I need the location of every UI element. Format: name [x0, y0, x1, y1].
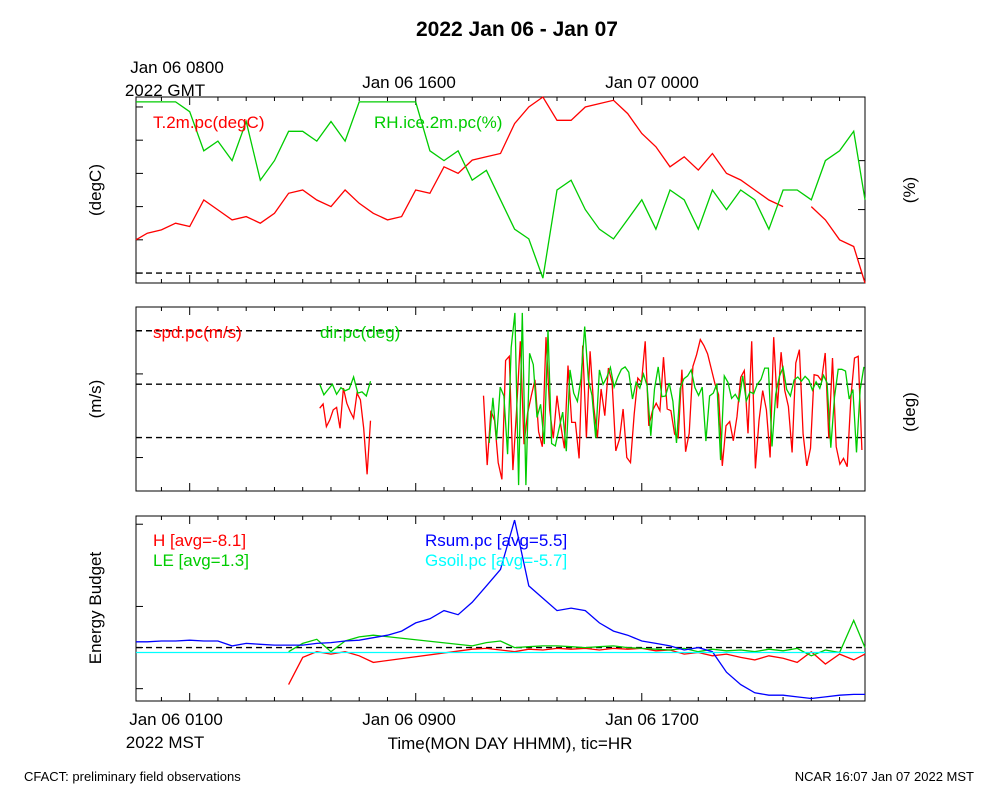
bottom-axis-label-1b: 2022 MST [126, 733, 204, 752]
panel2-legend-direction: dir.pc(deg) [320, 323, 400, 342]
panel3-ylabel: Energy Budget [86, 551, 105, 664]
bottom-axis-label-3: Jan 06 1700 [605, 710, 699, 729]
footer-right: NCAR 16:07 Jan 07 2022 MST [795, 769, 974, 784]
wind-panel: spd.pc(m/s) dir.pc(deg) (m/s) (deg) [86, 306, 919, 492]
panel1-ylabel: (degC) [86, 164, 105, 216]
top-axis-label-2: Jan 06 1600 [362, 73, 456, 92]
bottom-axis-label-1a: Jan 06 0100 [129, 710, 223, 729]
footer-left: CFACT: preliminary field observations [24, 769, 241, 784]
panel2-y2label: (deg) [900, 392, 919, 432]
series-line-t-2m-pc [135, 96, 866, 284]
panel2-ylabel: (m/s) [86, 380, 105, 419]
bottom-axis-label-2: Jan 06 0900 [362, 710, 456, 729]
chart-title: 2022 Jan 06 - Jan 07 [416, 18, 618, 41]
top-axis-label-1a: Jan 06 0800 [130, 58, 224, 77]
panel2-legend-speed: spd.pc(m/s) [153, 323, 242, 342]
series-line-h [288, 647, 866, 685]
energy-budget-panel: H [avg=-8.1] LE [avg=1.3] Rsum.pc [avg=5… [86, 515, 866, 702]
x-axis-title: Time(MON DAY HHMM), tic=HR [388, 734, 633, 753]
temperature-rh-panel: T.2m.pc(degC) RH.ice.2m.pc(%) (degC) (%) [86, 96, 919, 284]
panel3-legend-h: H [avg=-8.1] [153, 531, 246, 550]
top-axis-label-1b: 2022 GMT [125, 81, 205, 100]
top-axis-label-3: Jan 07 0000 [605, 73, 699, 92]
series-line-rsum-pc [136, 519, 865, 700]
panel1-y2label: (%) [900, 177, 919, 203]
panel1-legend-temperature: T.2m.pc(degC) [153, 113, 264, 132]
series-line-le [288, 618, 866, 657]
panel3-legend-le: LE [avg=1.3] [153, 551, 249, 570]
panel3-legend-rsum: Rsum.pc [avg=5.5] [425, 531, 567, 550]
series-line-dir-pc [319, 312, 865, 486]
series-line-rh-ice-2m-pc [136, 101, 866, 279]
series-line-spd-pc [319, 337, 863, 480]
panel1-legend-rh: RH.ice.2m.pc(%) [374, 113, 502, 132]
panel3-legend-gsoil: Gsoil.pc [avg=-5.7] [425, 551, 567, 570]
